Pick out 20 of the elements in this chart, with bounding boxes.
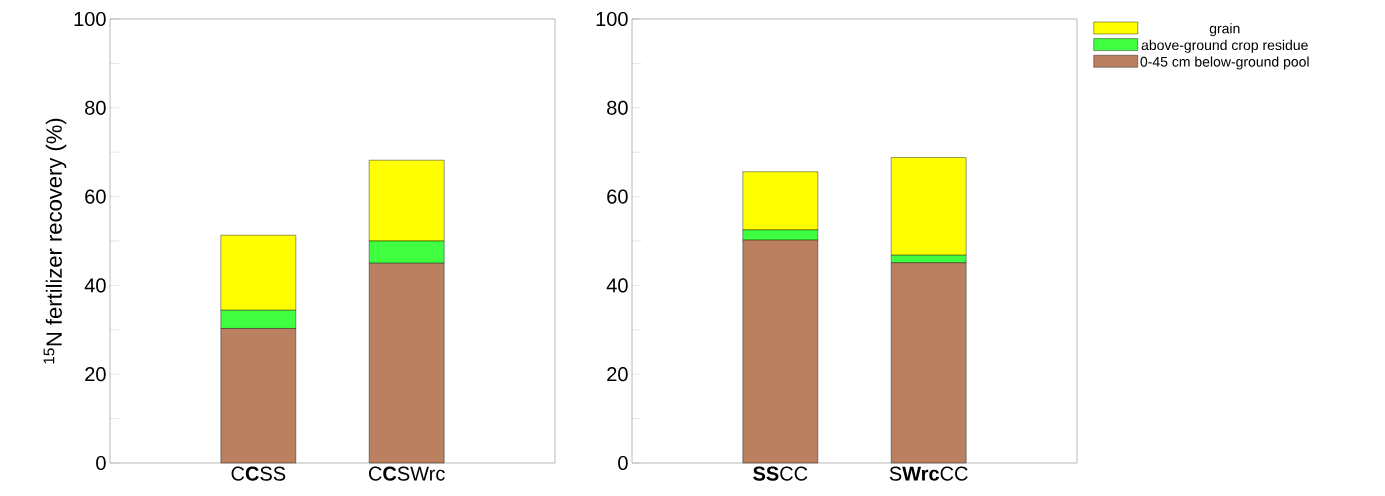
y-tick-label: 20 bbox=[607, 367, 628, 382]
y-tick-label: 40 bbox=[84, 278, 106, 293]
x-tick-label: SSCC bbox=[753, 466, 808, 481]
y-tick-label: 100 bbox=[596, 11, 628, 27]
y-tick-label: 100 bbox=[74, 11, 106, 27]
y-tick-label: 80 bbox=[607, 100, 628, 115]
y-tick-label: 20 bbox=[85, 367, 106, 382]
y-tick-label: 60 bbox=[607, 189, 628, 204]
legend-label: 0-45 cm below-ground pool bbox=[1140, 56, 1309, 70]
y-tick-label: 0 bbox=[618, 455, 628, 471]
y-tick-label: 40 bbox=[606, 278, 628, 293]
x-tick-label: CCSS bbox=[231, 466, 286, 481]
y-tick-label: 60 bbox=[85, 189, 106, 204]
y-tick-label: 80 bbox=[85, 100, 106, 115]
y-axis-title: $^{15}$N fertilizer recovery (%) bbox=[43, 118, 67, 364]
x-tick-label: CCSWrc bbox=[368, 466, 445, 481]
text: grain bbox=[1209, 23, 1240, 37]
y-tick-label: 0 bbox=[96, 455, 106, 471]
legend-label: above-ground crop residue bbox=[1141, 39, 1308, 53]
x-tick-label: SWrcCC bbox=[889, 466, 968, 481]
